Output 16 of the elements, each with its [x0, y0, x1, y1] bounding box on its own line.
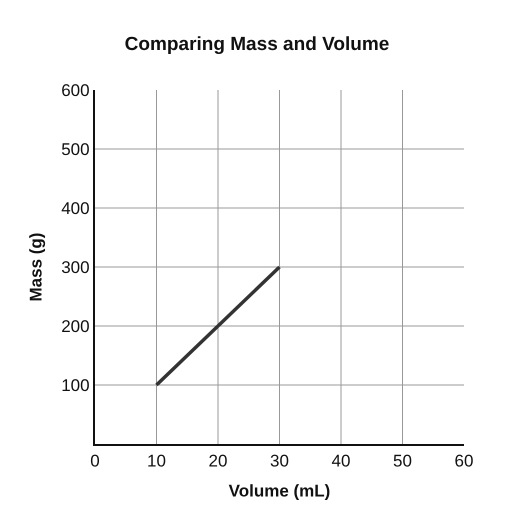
x-tick-label: 20: [208, 451, 228, 470]
x-tick-label: 60: [454, 451, 474, 470]
y-tick-label: 400: [61, 198, 90, 218]
x-tick-label: 30: [270, 451, 289, 470]
x-axis-title: Volume (mL): [228, 481, 330, 500]
y-tick-label: 200: [61, 316, 90, 336]
x-tick-label: 50: [393, 451, 412, 470]
y-tick-label: 100: [61, 376, 90, 395]
y-tick-label: 300: [61, 258, 90, 277]
y-tick-label: 500: [61, 140, 90, 159]
y-tick-label: 600: [61, 80, 90, 100]
y-axis-title: Mass (g): [26, 232, 46, 302]
x-tick-label: 0: [90, 451, 100, 470]
chart-title: Comparing Mass and Volume: [124, 34, 390, 55]
x-tick-label: 40: [332, 451, 350, 470]
x-tick-label: 10: [147, 451, 166, 470]
